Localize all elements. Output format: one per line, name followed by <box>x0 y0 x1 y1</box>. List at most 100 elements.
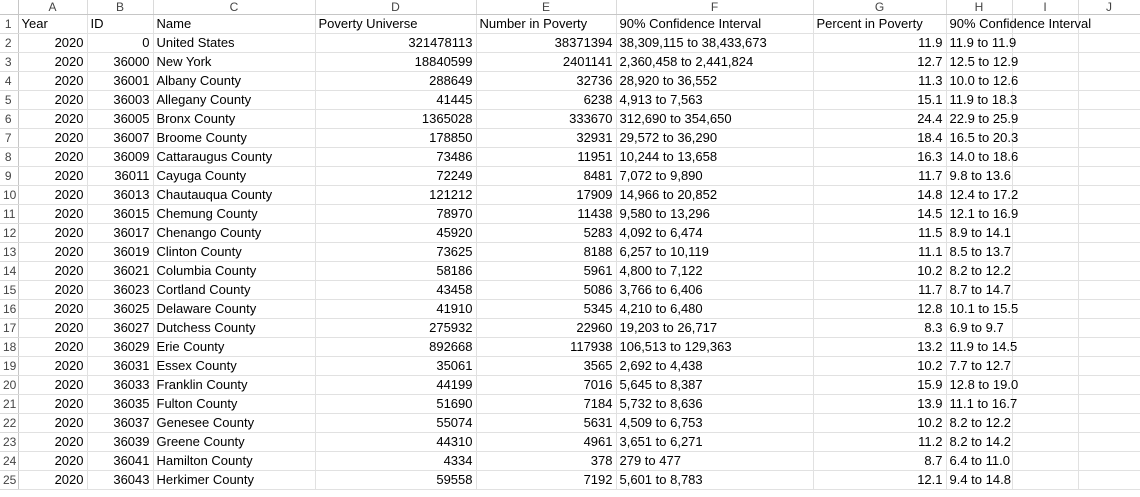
row-header[interactable]: 17 <box>0 318 19 338</box>
cell-g[interactable]: 12.7 <box>813 52 947 72</box>
row-header[interactable]: 3 <box>0 52 19 72</box>
cell-g[interactable]: 13.9 <box>813 394 947 414</box>
cell-h[interactable]: 10.0 to 12.6 <box>946 71 1018 91</box>
cell-e[interactable]: 11438 <box>476 204 617 224</box>
cell-d[interactable]: 178850 <box>315 128 477 148</box>
cell-a[interactable]: 2020 <box>18 166 88 186</box>
cell-j[interactable] <box>1078 52 1140 72</box>
cell-j[interactable] <box>1078 223 1140 243</box>
cell-g[interactable]: 14.8 <box>813 185 947 205</box>
cell-c[interactable]: Essex County <box>153 356 316 376</box>
cell-b[interactable]: 36043 <box>87 470 154 490</box>
cell-a[interactable]: 2020 <box>18 432 88 452</box>
cell-h[interactable]: 22.9 to 25.9 <box>946 109 1018 129</box>
cell-e[interactable]: Number in Poverty <box>476 14 617 34</box>
cell-e[interactable]: 2401141 <box>476 52 617 72</box>
cell-c[interactable]: Chenango County <box>153 223 316 243</box>
cell-c[interactable]: Hamilton County <box>153 451 316 471</box>
cell-i[interactable] <box>1012 109 1079 129</box>
cell-b[interactable]: 36037 <box>87 413 154 433</box>
cell-i[interactable] <box>1012 375 1079 395</box>
cell-i[interactable] <box>1012 52 1079 72</box>
cell-h[interactable]: 9.4 to 14.8 <box>946 470 1013 490</box>
cell-j[interactable] <box>1078 90 1140 110</box>
cell-j[interactable] <box>1078 109 1140 129</box>
cell-c[interactable]: Allegany County <box>153 90 316 110</box>
cell-f[interactable]: 4,913 to 7,563 <box>616 90 814 110</box>
cell-h[interactable]: 6.4 to 11.0 <box>946 451 1013 471</box>
cell-j[interactable] <box>1078 470 1140 490</box>
cell-d[interactable]: 41445 <box>315 90 477 110</box>
cell-h[interactable]: 11.9 to 11.9 <box>946 33 1016 53</box>
cell-c[interactable]: Delaware County <box>153 299 316 319</box>
cell-c[interactable]: Chemung County <box>153 204 316 224</box>
cell-d[interactable]: 41910 <box>315 299 477 319</box>
row-header[interactable]: 20 <box>0 375 19 395</box>
cell-h[interactable]: 6.9 to 9.7 <box>946 318 1013 338</box>
cell-b[interactable]: 36003 <box>87 90 154 110</box>
cell-e[interactable]: 5631 <box>476 413 617 433</box>
column-header-h[interactable]: H <box>946 0 1013 15</box>
cell-h[interactable]: 8.2 to 12.2 <box>946 261 1013 281</box>
cell-h[interactable]: 12.5 to 12.9 <box>946 52 1018 72</box>
cell-j[interactable] <box>1078 413 1140 433</box>
cell-g[interactable]: 10.2 <box>813 413 947 433</box>
cell-e[interactable]: 17909 <box>476 185 617 205</box>
cell-g[interactable]: 11.2 <box>813 432 947 452</box>
cell-a[interactable]: 2020 <box>18 185 88 205</box>
cell-c[interactable]: United States <box>153 33 316 53</box>
cell-a[interactable]: 2020 <box>18 242 88 262</box>
cell-b[interactable]: 36033 <box>87 375 154 395</box>
cell-i[interactable] <box>1012 337 1079 357</box>
cell-a[interactable]: 2020 <box>18 204 88 224</box>
cell-h[interactable]: 8.9 to 14.1 <box>946 223 1013 243</box>
cell-d[interactable]: 44199 <box>315 375 477 395</box>
cell-i[interactable] <box>1012 33 1079 53</box>
cell-f[interactable]: 90% Confidence Interval <box>616 14 814 34</box>
cell-j[interactable] <box>1078 299 1140 319</box>
cell-a[interactable]: 2020 <box>18 128 88 148</box>
cell-c[interactable]: New York <box>153 52 316 72</box>
cell-i[interactable] <box>1012 261 1079 281</box>
cell-a[interactable]: 2020 <box>18 413 88 433</box>
cell-h[interactable]: 12.1 to 16.9 <box>946 204 1018 224</box>
select-all-corner[interactable] <box>0 0 19 15</box>
cell-b[interactable]: 36001 <box>87 71 154 91</box>
cell-f[interactable]: 14,966 to 20,852 <box>616 185 814 205</box>
cell-e[interactable]: 8481 <box>476 166 617 186</box>
column-header-d[interactable]: D <box>315 0 477 15</box>
cell-i[interactable] <box>1012 147 1079 167</box>
cell-f[interactable]: 3,651 to 6,271 <box>616 432 814 452</box>
cell-b[interactable]: 36005 <box>87 109 154 129</box>
cell-a[interactable]: 2020 <box>18 223 88 243</box>
cell-c[interactable]: Clinton County <box>153 242 316 262</box>
cell-c[interactable]: Bronx County <box>153 109 316 129</box>
cell-e[interactable]: 117938 <box>476 337 617 357</box>
cell-i[interactable] <box>1012 204 1079 224</box>
cell-h[interactable]: 14.0 to 18.6 <box>946 147 1018 167</box>
cell-c[interactable]: Dutchess County <box>153 318 316 338</box>
row-header[interactable]: 19 <box>0 356 19 376</box>
cell-i[interactable] <box>1012 14 1079 34</box>
row-header[interactable]: 6 <box>0 109 19 129</box>
cell-f[interactable]: 4,210 to 6,480 <box>616 299 814 319</box>
cell-i[interactable] <box>1012 128 1079 148</box>
cell-e[interactable]: 5345 <box>476 299 617 319</box>
cell-a[interactable]: 2020 <box>18 71 88 91</box>
cell-d[interactable]: 43458 <box>315 280 477 300</box>
cell-e[interactable]: 22960 <box>476 318 617 338</box>
cell-f[interactable]: 5,645 to 8,387 <box>616 375 814 395</box>
cell-a[interactable]: 2020 <box>18 33 88 53</box>
cell-j[interactable] <box>1078 261 1140 281</box>
column-header-a[interactable]: A <box>18 0 88 15</box>
cell-d[interactable]: 58186 <box>315 261 477 281</box>
cell-c[interactable]: Broome County <box>153 128 316 148</box>
cell-d[interactable]: 288649 <box>315 71 477 91</box>
row-header[interactable]: 8 <box>0 147 19 167</box>
cell-a[interactable]: Year <box>18 14 88 34</box>
cell-f[interactable]: 106,513 to 129,363 <box>616 337 814 357</box>
row-header[interactable]: 16 <box>0 299 19 319</box>
cell-c[interactable]: Cortland County <box>153 280 316 300</box>
cell-d[interactable]: 59558 <box>315 470 477 490</box>
row-header[interactable]: 18 <box>0 337 19 357</box>
